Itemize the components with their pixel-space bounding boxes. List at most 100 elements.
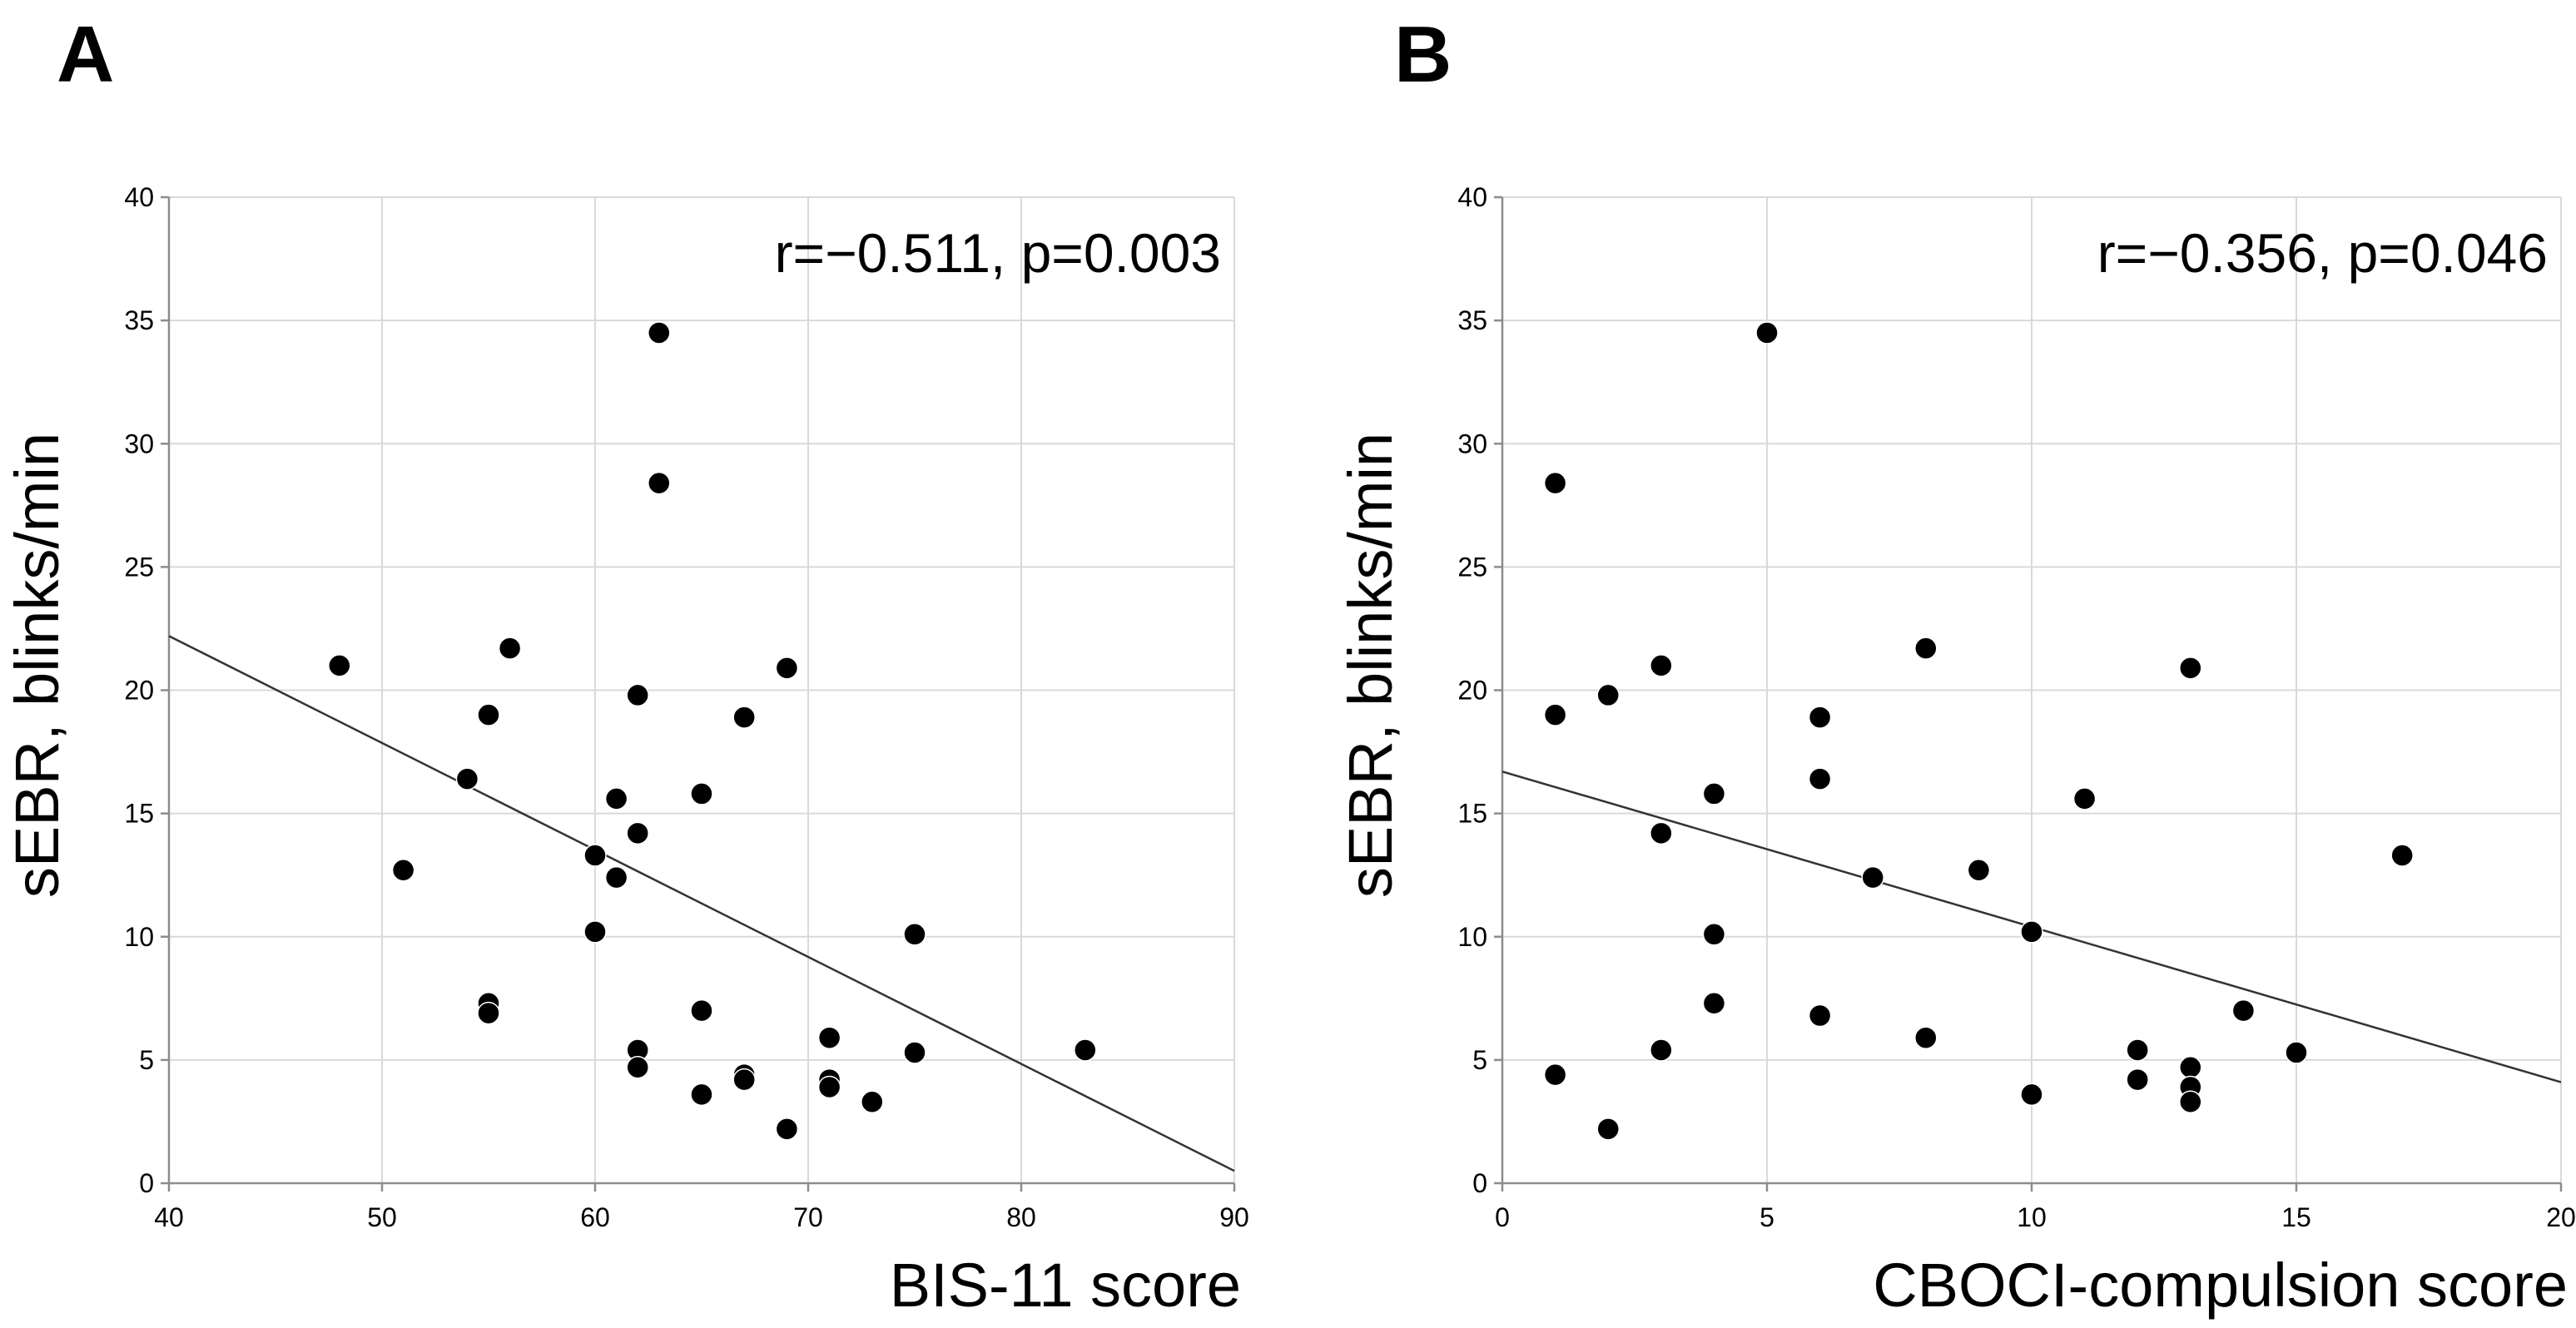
data-point <box>2179 1056 2202 1079</box>
data-point <box>498 637 522 660</box>
data-point <box>328 654 351 677</box>
data-point <box>1702 782 1726 805</box>
data-point <box>2390 844 2414 867</box>
data-point <box>1914 1026 1938 1049</box>
panel-label: B <box>1394 10 1452 99</box>
y-tick-label: 15 <box>124 799 154 829</box>
data-point <box>861 1090 884 1113</box>
data-point <box>1755 321 1779 344</box>
data-point <box>690 782 713 805</box>
data-point <box>648 471 671 495</box>
y-tick-label: 35 <box>1457 305 1487 335</box>
data-point <box>903 1041 926 1064</box>
data-point <box>477 1001 500 1025</box>
data-point <box>903 923 926 946</box>
y-tick-label: 10 <box>124 922 154 952</box>
correlation-annotation: r=−0.356, p=0.046 <box>2097 222 2548 284</box>
data-point <box>604 865 628 889</box>
data-point <box>2179 657 2202 680</box>
data-point <box>455 767 479 790</box>
scatter-plot-b: 0 5 10 15 20 0 5 10 15 20 25 30 35 40 r=−0.356, p=0.04… <box>1336 182 2576 1320</box>
data-point <box>2072 787 2097 810</box>
data-point <box>626 1056 649 1079</box>
y-tick-label: 5 <box>139 1045 154 1075</box>
y-tick-label: 30 <box>124 429 154 458</box>
y-tick-label: 0 <box>139 1168 154 1198</box>
y-tick-label: 25 <box>124 552 154 582</box>
data-point <box>583 844 607 867</box>
panel-label: A <box>57 10 115 99</box>
x-tick-label: 80 <box>1006 1202 1036 1232</box>
data-point <box>732 706 756 729</box>
data-point <box>690 1083 713 1107</box>
x-tick-label: 70 <box>793 1202 823 1232</box>
data-point <box>1702 991 1726 1015</box>
data-point <box>1650 821 1673 845</box>
x-tick-label: 10 <box>2017 1202 2047 1232</box>
data-point <box>690 998 713 1023</box>
panel-a: A 40 50 60 70 80 90 0 5 10 15 20 25 30 35 40 r=−0.511, … <box>2 10 1249 1321</box>
y-tick-label: 30 <box>1457 429 1487 458</box>
y-tick-label: 15 <box>1457 799 1487 829</box>
data-point <box>626 683 649 707</box>
data-point <box>1967 859 1991 882</box>
correlation-annotation: r=−0.511, p=0.003 <box>775 222 1221 284</box>
data-point <box>817 1075 841 1099</box>
data-point <box>477 703 500 726</box>
y-tick-label: 0 <box>1472 1168 1487 1198</box>
scatter-plot-a: 40 50 60 70 80 90 0 5 10 15 20 25 30 35 40 r=−0.511, p=… <box>2 182 1249 1320</box>
data-point <box>1596 1117 1620 1141</box>
data-point <box>1808 767 1832 790</box>
y-tick-label: 25 <box>1457 552 1487 582</box>
data-point <box>2179 1090 2202 1113</box>
data-point <box>1596 683 1620 707</box>
x-tick-label: 15 <box>2281 1202 2311 1232</box>
grid <box>168 196 1235 1184</box>
data-point <box>1861 865 1884 889</box>
data-points <box>1543 321 2414 1141</box>
x-axis-title: CBOCI-compulsion score <box>1873 1251 2568 1320</box>
data-point <box>775 657 799 680</box>
y-tick-label: 35 <box>124 305 154 335</box>
data-point <box>1543 703 1567 726</box>
x-tick-label: 0 <box>1495 1202 1510 1232</box>
data-point <box>775 1117 799 1141</box>
data-point <box>732 1068 756 1092</box>
data-point <box>1650 654 1673 677</box>
x-tick-label: 50 <box>367 1202 397 1232</box>
y-axis-title: sEBR, blinks/min <box>2 433 72 898</box>
y-tick-label: 40 <box>1457 182 1487 212</box>
data-point <box>1808 706 1832 729</box>
x-tick-label: 20 <box>2546 1202 2576 1232</box>
data-point <box>1650 1038 1673 1062</box>
x-tick-label: 5 <box>1760 1202 1774 1232</box>
data-point <box>817 1026 841 1049</box>
data-point <box>2020 920 2043 944</box>
data-point <box>1914 637 1938 660</box>
data-point <box>604 787 628 810</box>
data-point <box>1543 471 1567 495</box>
data-point <box>1074 1038 1097 1062</box>
y-axis-title: sEBR, blinks/min <box>1336 433 1405 898</box>
y-tick-label: 10 <box>1457 922 1487 952</box>
data-point <box>2126 1038 2149 1062</box>
data-point <box>2020 1083 2043 1107</box>
data-point <box>2126 1068 2149 1092</box>
y-tick-label: 20 <box>124 676 154 706</box>
data-point <box>2231 998 2256 1023</box>
data-points <box>328 321 1097 1141</box>
y-tick-label: 20 <box>1457 676 1487 706</box>
panel-b: B 0 5 10 15 20 0 5 10 15 20 25 30 35 40 r=−0.356, p=0.… <box>1288 0 2576 1328</box>
x-tick-label: 90 <box>1219 1202 1249 1232</box>
y-tick-label: 5 <box>1472 1045 1487 1075</box>
data-point <box>1808 1003 1832 1028</box>
data-point <box>583 920 607 944</box>
regression-line <box>168 635 1235 1172</box>
data-point <box>2285 1041 2308 1064</box>
data-point <box>648 321 671 344</box>
x-axis-title: BIS-11 score <box>890 1251 1241 1320</box>
x-tick-label: 60 <box>580 1202 610 1232</box>
data-point <box>626 821 649 845</box>
x-tick-label: 40 <box>154 1202 184 1232</box>
y-tick-label: 40 <box>124 182 154 212</box>
